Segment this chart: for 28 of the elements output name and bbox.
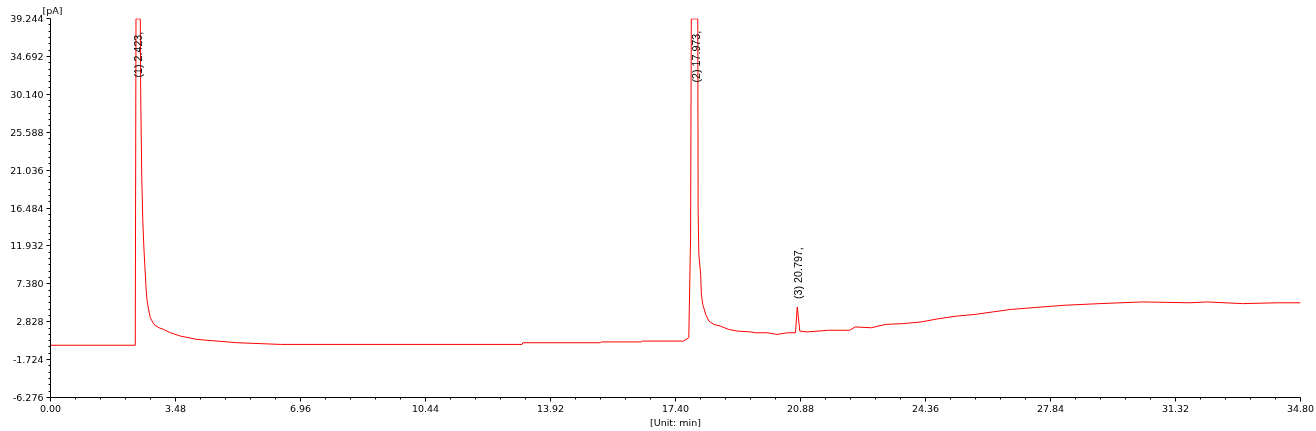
x-tick-label: 27.84 (1036, 402, 1065, 414)
y-tick-label: 2.828 (16, 316, 44, 328)
y-tick-label: -1.724 (12, 354, 44, 366)
y-tick-label: 30.140 (10, 88, 44, 100)
annotation: (3) 20.797, (791, 247, 804, 299)
y-tick-label: 21.036 (10, 164, 44, 176)
y-tick-label: 11.932 (10, 240, 44, 252)
line-series (50, 18, 1301, 346)
x-tick-label: 6.96 (289, 402, 312, 414)
y-tick-label: 7.380 (16, 278, 44, 290)
y-tick-label: 34.692 (10, 50, 44, 62)
x-tick-label: 24.36 (911, 402, 940, 414)
annotation: (2) 17.973, (690, 30, 703, 83)
x-tick-label: 31.32 (1161, 402, 1190, 414)
x-tick-label: 10.44 (411, 402, 440, 414)
x-axis-title: [Unit: min] (650, 416, 701, 428)
x-tick-label: 34.80 (1286, 402, 1315, 414)
x-tick-label: 13.92 (536, 402, 565, 414)
y-tick-label: -6.276 (12, 392, 44, 403)
x-tick-label: 17.40 (661, 402, 690, 414)
y-tick-label: 16.484 (10, 202, 44, 214)
y-axis-title: [pA] (42, 5, 63, 16)
x-tick-label: 3.48 (164, 402, 187, 414)
annotation: (1) 2.423, (131, 31, 144, 78)
y-tick-label: 25.588 (10, 126, 44, 138)
x-tick-label: 0.00 (39, 402, 62, 414)
x-tick-label: 20.88 (786, 402, 815, 414)
y-tick-label: 39.244 (10, 13, 44, 24)
